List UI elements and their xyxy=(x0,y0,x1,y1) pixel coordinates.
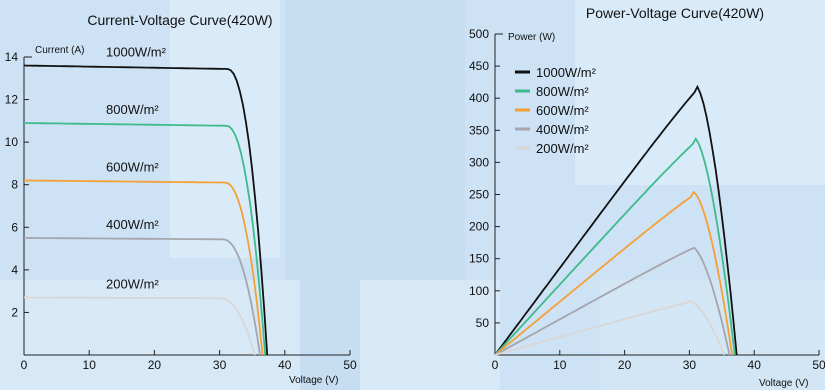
pv-series-line xyxy=(494,246,731,356)
x-tick-label: 10 xyxy=(83,358,97,372)
y-tick-label: 400 xyxy=(469,91,489,105)
y-tick-label: 500 xyxy=(469,27,489,41)
pv-series-line xyxy=(494,137,736,356)
iv-series-label: 1000W/m² xyxy=(106,45,167,60)
x-tick-label: 10 xyxy=(553,358,567,372)
x-tick-label: 20 xyxy=(148,358,162,372)
iv-series-line xyxy=(24,179,264,356)
legend-label: 400W/m² xyxy=(536,122,589,137)
x-tick-label: 0 xyxy=(21,358,28,372)
pv-chart: Power-Voltage Curve(420W) Power (W) Volt… xyxy=(469,5,825,389)
x-tick-label: 30 xyxy=(213,358,227,372)
y-tick-label: 450 xyxy=(469,59,489,73)
x-tick-label: 20 xyxy=(618,358,632,372)
iv-series-label: 600W/m² xyxy=(106,159,159,174)
x-tick-label: 0 xyxy=(492,358,499,372)
x-tick-label: 50 xyxy=(343,358,357,372)
y-tick-label: 50 xyxy=(476,316,490,330)
y-tick-label: 12 xyxy=(5,93,19,107)
y-tick-label: 250 xyxy=(469,188,489,202)
y-tick-label: 300 xyxy=(469,155,489,169)
pv-y-axis-label: Power (W) xyxy=(508,32,555,43)
legend-label: 600W/m² xyxy=(536,103,589,118)
iv-series-label: 400W/m² xyxy=(106,217,159,232)
iv-series-label: 800W/m² xyxy=(106,102,159,117)
pv-series-line xyxy=(494,190,734,356)
iv-series-line xyxy=(24,122,267,356)
legend-label: 800W/m² xyxy=(536,84,589,99)
y-tick-label: 350 xyxy=(469,123,489,137)
pv-x-axis-label: Voltage (V) xyxy=(759,378,808,389)
pv-series-line xyxy=(494,300,726,356)
y-tick-label: 2 xyxy=(11,305,18,319)
iv-series-label: 200W/m² xyxy=(106,277,159,292)
y-tick-label: 100 xyxy=(469,284,489,298)
y-tick-label: 8 xyxy=(11,178,18,192)
x-tick-label: 40 xyxy=(278,358,292,372)
y-tick-label: 6 xyxy=(11,220,18,234)
y-tick-label: 14 xyxy=(5,50,19,64)
pv-chart-title: Power-Voltage Curve(420W) xyxy=(586,5,764,21)
x-tick-label: 40 xyxy=(748,358,762,372)
legend-label: 1000W/m² xyxy=(536,65,597,80)
y-tick-label: 4 xyxy=(11,263,18,277)
iv-series-line xyxy=(24,296,256,356)
y-tick-label: 10 xyxy=(5,135,19,149)
legend-label: 200W/m² xyxy=(536,141,589,156)
x-tick-label: 50 xyxy=(812,358,825,372)
pv-series-line xyxy=(494,84,738,356)
x-tick-label: 30 xyxy=(683,358,697,372)
iv-x-axis-label: Voltage (V) xyxy=(289,375,338,386)
iv-series-line xyxy=(24,236,261,356)
iv-series-line xyxy=(23,64,269,356)
y-tick-label: 150 xyxy=(469,252,489,266)
iv-chart-title: Current-Voltage Curve(420W) xyxy=(87,12,272,28)
iv-chart: Current-Voltage Curve(420W) Current (A) … xyxy=(5,12,357,386)
y-tick-label: 200 xyxy=(469,220,489,234)
iv-y-axis-label: Current (A) xyxy=(35,45,84,56)
